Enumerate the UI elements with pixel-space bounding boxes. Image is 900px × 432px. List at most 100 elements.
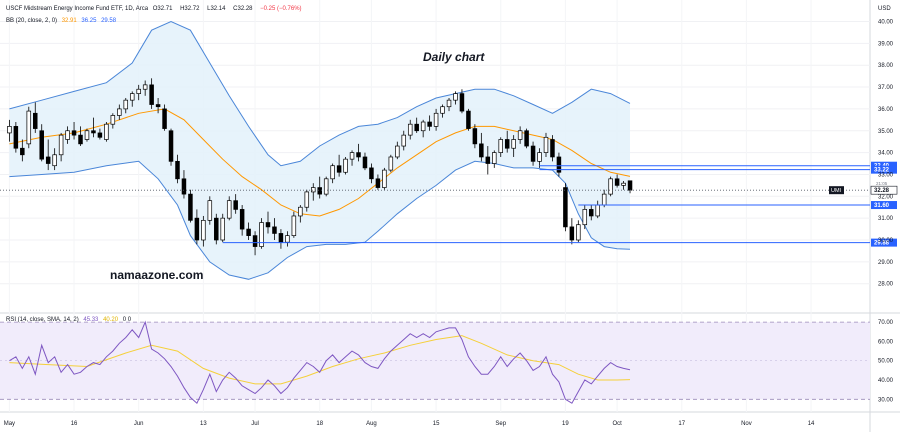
candle (207, 196, 213, 225)
rsi-label: RSI (14, close, SMA, 14, 2) (6, 317, 79, 323)
candle-body (285, 235, 290, 243)
candle (569, 218, 575, 245)
level-price-tag (871, 165, 897, 174)
candle-body (414, 123, 419, 132)
price-tick-label: 30.00 (878, 238, 894, 244)
candle (479, 132, 484, 162)
rsi-tick-label: 50.00 (878, 359, 894, 365)
candle-body (485, 156, 491, 164)
candle (291, 211, 297, 238)
candle (362, 152, 368, 171)
rsi-value: 45.33 (83, 317, 99, 323)
candle (498, 137, 503, 157)
candle-body (446, 99, 452, 108)
time-tick-label: Nov (741, 421, 752, 427)
candle-body (537, 152, 542, 162)
candle (188, 189, 193, 223)
candle-body (13, 126, 19, 149)
time-tick-label: 13 (200, 421, 207, 427)
candle (58, 132, 64, 162)
candle (427, 115, 432, 131)
candle (356, 143, 361, 162)
candle-body (356, 152, 361, 158)
candle (20, 139, 25, 162)
candle (466, 108, 471, 131)
candle-body (214, 217, 219, 241)
ohlc-close: C32.28 (233, 6, 253, 12)
candle (453, 91, 458, 105)
time-tick-label: Oct (612, 421, 622, 427)
candle-body (323, 178, 329, 195)
time-tick-label: 16 (71, 421, 78, 427)
candle-body (569, 226, 575, 241)
rsi-tick-label: 70.00 (878, 320, 894, 326)
candle (401, 130, 407, 151)
candle-body (26, 110, 32, 145)
price-tick-label: 40.00 (878, 20, 894, 26)
candle-body (104, 123, 109, 140)
candle (33, 102, 38, 133)
rsi-zeros: 0 0 (122, 317, 132, 323)
candle-body (614, 178, 620, 186)
candle (349, 150, 355, 166)
candle-body (550, 139, 555, 158)
candle (588, 205, 594, 221)
candle-body (517, 130, 523, 140)
last-price-tag (870, 185, 898, 195)
candle (142, 80, 148, 96)
candle-body (71, 130, 77, 136)
chart-title-annotation: Daily chart (423, 50, 485, 64)
candle-body (298, 206, 303, 217)
candle-body (123, 99, 129, 110)
candle-body (336, 165, 342, 173)
level-price-tag (871, 201, 897, 210)
time-tick-label: Aug (366, 421, 377, 427)
bb-label: BB (20, close, 2, 0) (6, 18, 58, 24)
candle (317, 176, 322, 199)
price-tick-label: 38.00 (878, 63, 894, 69)
candle (129, 91, 135, 107)
candle-body (33, 112, 38, 129)
candle-body (401, 134, 407, 147)
candle (311, 183, 316, 201)
level-price-label: 29.88 (874, 241, 890, 247)
candle-body (239, 209, 245, 230)
candle-body (330, 165, 335, 180)
candle (433, 108, 439, 131)
level-price-tag (871, 238, 897, 247)
candle (7, 119, 12, 142)
candle-body (110, 115, 116, 125)
candle-body (194, 217, 200, 241)
candle-body (576, 224, 581, 241)
candle-body (588, 209, 594, 217)
candle-body (201, 219, 206, 241)
candle-body (168, 130, 174, 162)
candle-body (142, 84, 148, 90)
candle (45, 139, 51, 171)
bb-basis-line (9, 108, 631, 217)
candle-body (78, 134, 83, 145)
price-tick-label: 39.00 (878, 41, 894, 47)
candle-body (58, 134, 64, 156)
price-tick-label: 34.00 (878, 151, 894, 157)
candle (194, 209, 200, 245)
candle (149, 78, 154, 109)
candle (517, 126, 523, 144)
rsi-line (9, 320, 631, 405)
time-tick-label: Jul (251, 421, 259, 427)
price-tick-label: 28.00 (878, 282, 894, 288)
candle-body (311, 187, 316, 193)
candle-body (136, 88, 141, 94)
candle (220, 213, 225, 243)
candle (614, 174, 620, 188)
candle-body (388, 156, 394, 171)
candle-body (349, 152, 355, 160)
candle (375, 174, 381, 190)
candle-body (162, 108, 167, 129)
candle (214, 213, 219, 245)
candle (323, 176, 329, 197)
candle-body (155, 104, 161, 108)
candle-body (175, 160, 180, 180)
candle-body (472, 128, 478, 145)
candle (155, 97, 161, 114)
